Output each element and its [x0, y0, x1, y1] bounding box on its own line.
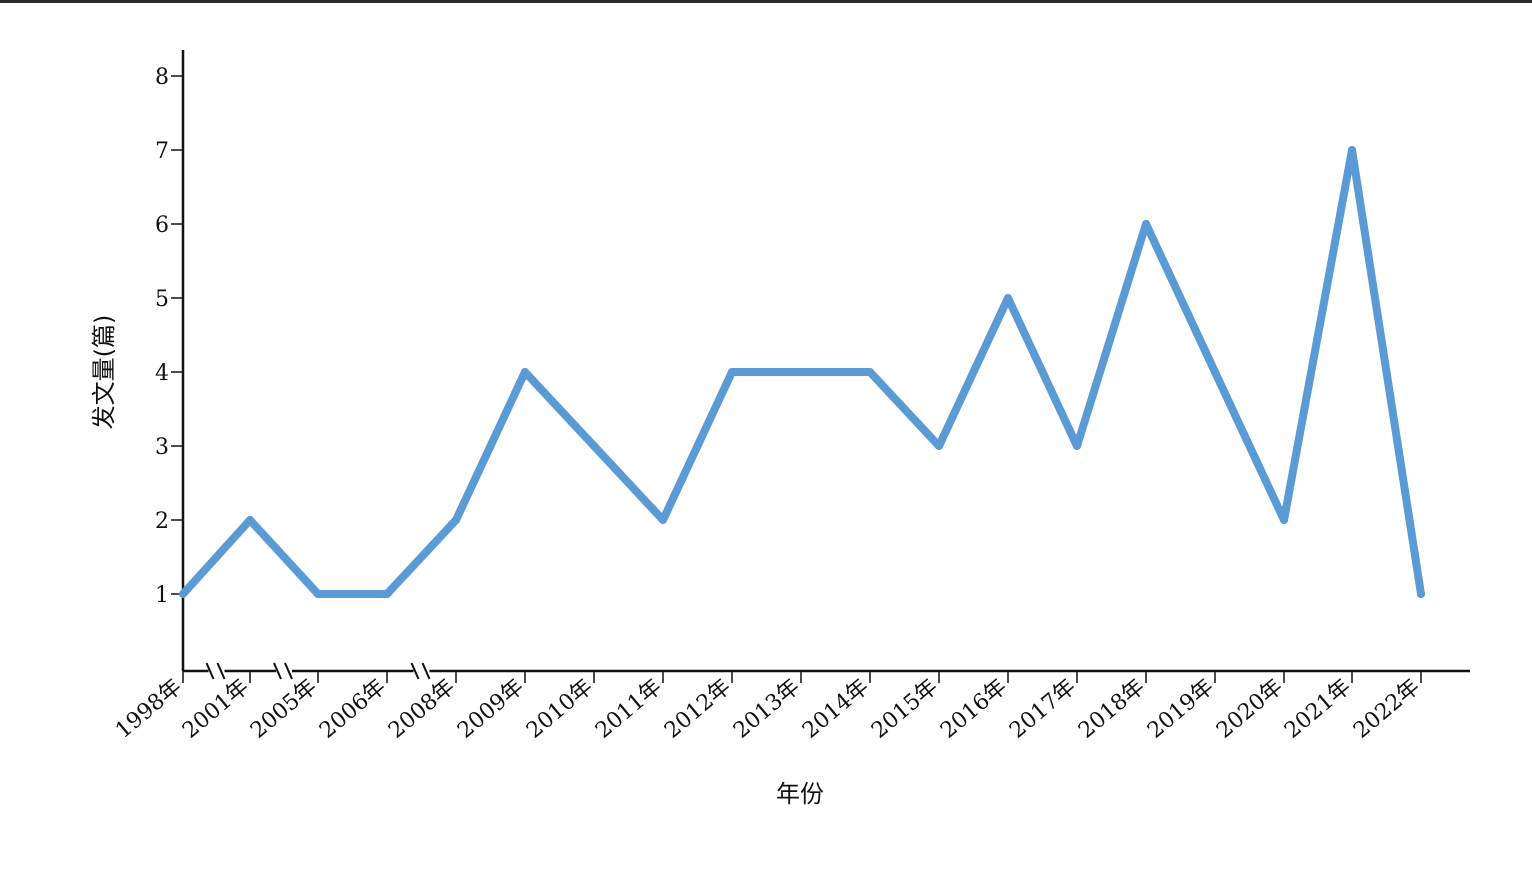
data-point-2022年	[1417, 590, 1425, 598]
y-tick-label-6: 6	[155, 213, 169, 238]
x-tick-label-4: 2008年	[384, 674, 460, 743]
chart-axes	[181, 50, 1470, 673]
x-tick-label-17: 2021年	[1280, 674, 1356, 743]
data-point-2005年	[314, 590, 322, 598]
axis-break-slash	[273, 662, 282, 680]
data-point-2019年	[1211, 368, 1219, 376]
data-point-2011年	[659, 516, 667, 524]
data-point-2021年	[1348, 146, 1356, 154]
data-point-2009年	[521, 368, 529, 376]
data-point-1998年	[179, 590, 187, 598]
x-axis-title: 年份	[776, 780, 824, 808]
y-tick-label-1: 1	[155, 583, 169, 608]
x-tick-label-8: 2012年	[660, 674, 736, 743]
data-point-2013年	[797, 368, 805, 376]
axis-break-gap	[276, 667, 292, 675]
x-axis-break-marks	[205, 662, 431, 680]
data-point-2016年	[1004, 294, 1012, 302]
data-point-2015年	[935, 442, 943, 450]
axis-break-slash	[216, 662, 226, 680]
axis-break-slash	[284, 662, 293, 680]
x-tick-label-15: 2019年	[1143, 674, 1219, 743]
axis-break-2	[410, 662, 431, 680]
x-tick-label-2: 2005年	[246, 674, 322, 743]
y-axis-ticks: 1 2 3 4 5 6 7 8	[155, 65, 183, 608]
x-tick-label-13: 2017年	[1005, 674, 1081, 743]
data-point-2012年	[728, 368, 736, 376]
data-point-2010年	[590, 442, 598, 450]
x-tick-label-5: 2009年	[453, 674, 529, 743]
y-tick-label-8: 8	[155, 65, 169, 90]
x-tick-label-18: 2022年	[1349, 674, 1425, 743]
x-tick-label-12: 2016年	[936, 674, 1012, 743]
x-tick-label-3: 2006年	[315, 674, 391, 743]
x-tick-label-16: 2020年	[1212, 674, 1288, 743]
data-point-2018年	[1142, 220, 1150, 228]
data-point-2008年	[452, 516, 460, 524]
axis-break-0	[205, 662, 226, 680]
y-tick-label-4: 4	[155, 361, 169, 386]
x-tick-label-0: 1998年	[111, 674, 187, 743]
x-tick-label-10: 2014年	[798, 674, 874, 743]
x-tick-label-6: 2010年	[522, 674, 598, 743]
x-axis-ticks: 1998年2001年2005年2006年2008年2009年2010年2011年…	[111, 671, 1425, 744]
x-tick-label-1: 2001年	[178, 674, 254, 743]
axis-break-slash	[205, 662, 215, 680]
data-point-2001年	[246, 516, 254, 524]
axis-break-1	[273, 662, 293, 680]
x-tick-label-7: 2011年	[591, 674, 667, 743]
y-tick-label-3: 3	[155, 435, 169, 460]
y-tick-label-7: 7	[155, 139, 169, 164]
data-point-2017年	[1073, 442, 1081, 450]
axis-break-slash	[421, 662, 431, 680]
x-tick-label-14: 2018年	[1074, 674, 1150, 743]
data-point-2006年	[383, 590, 391, 598]
axis-break-gap	[413, 667, 430, 675]
x-tick-label-9: 2013年	[729, 674, 805, 743]
axis-break-slash	[410, 662, 420, 680]
top-border	[0, 0, 1532, 3]
y-tick-label-5: 5	[155, 287, 169, 312]
data-point-2014年	[866, 368, 874, 376]
axis-break-gap	[208, 667, 225, 675]
y-tick-label-2: 2	[155, 509, 169, 534]
data-point-2020年	[1280, 516, 1288, 524]
series-layer	[179, 146, 1425, 598]
y-axis-title: 发文量(篇)	[90, 315, 118, 430]
x-tick-label-11: 2015年	[867, 674, 943, 743]
